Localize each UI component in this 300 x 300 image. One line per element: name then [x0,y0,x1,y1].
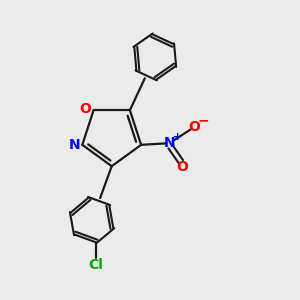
Text: O: O [80,102,91,116]
Text: O: O [188,120,200,134]
Text: N: N [163,136,175,150]
Text: N: N [68,138,80,152]
Text: −: − [197,114,209,128]
Text: O: O [176,160,188,174]
Text: Cl: Cl [89,257,104,272]
Text: +: + [173,132,182,142]
